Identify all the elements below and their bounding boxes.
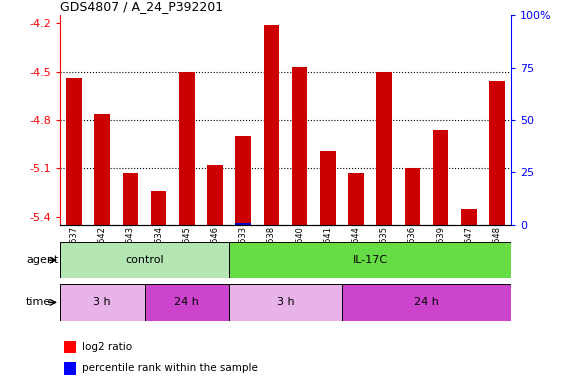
Bar xyxy=(433,130,448,225)
Bar xyxy=(229,242,511,278)
Text: 24 h: 24 h xyxy=(174,297,199,308)
Bar xyxy=(144,284,229,321)
Bar xyxy=(229,284,342,321)
Bar xyxy=(123,173,138,225)
Text: control: control xyxy=(125,255,164,265)
Text: 3 h: 3 h xyxy=(94,297,111,308)
Bar xyxy=(65,362,76,375)
Bar xyxy=(348,173,364,225)
Bar xyxy=(264,25,279,225)
Bar xyxy=(60,284,144,321)
Bar xyxy=(151,191,166,225)
Bar xyxy=(60,242,229,278)
Bar xyxy=(235,223,251,225)
Text: 3 h: 3 h xyxy=(277,297,294,308)
Bar xyxy=(292,67,307,225)
Text: time: time xyxy=(26,297,51,308)
Text: GDS4807 / A_24_P392201: GDS4807 / A_24_P392201 xyxy=(60,0,223,13)
Bar xyxy=(320,151,336,225)
Bar xyxy=(207,165,223,225)
Bar xyxy=(342,284,511,321)
Bar xyxy=(94,114,110,225)
Bar xyxy=(376,72,392,225)
Bar xyxy=(179,72,195,225)
Text: percentile rank within the sample: percentile rank within the sample xyxy=(82,363,258,373)
Bar xyxy=(461,209,477,225)
Text: IL-17C: IL-17C xyxy=(352,255,388,265)
Text: agent: agent xyxy=(26,255,58,265)
Bar xyxy=(65,341,76,353)
Bar xyxy=(66,78,82,225)
Text: log2 ratio: log2 ratio xyxy=(82,342,132,352)
Bar xyxy=(235,136,251,225)
Bar xyxy=(405,168,420,225)
Text: 24 h: 24 h xyxy=(414,297,439,308)
Bar xyxy=(489,81,505,225)
